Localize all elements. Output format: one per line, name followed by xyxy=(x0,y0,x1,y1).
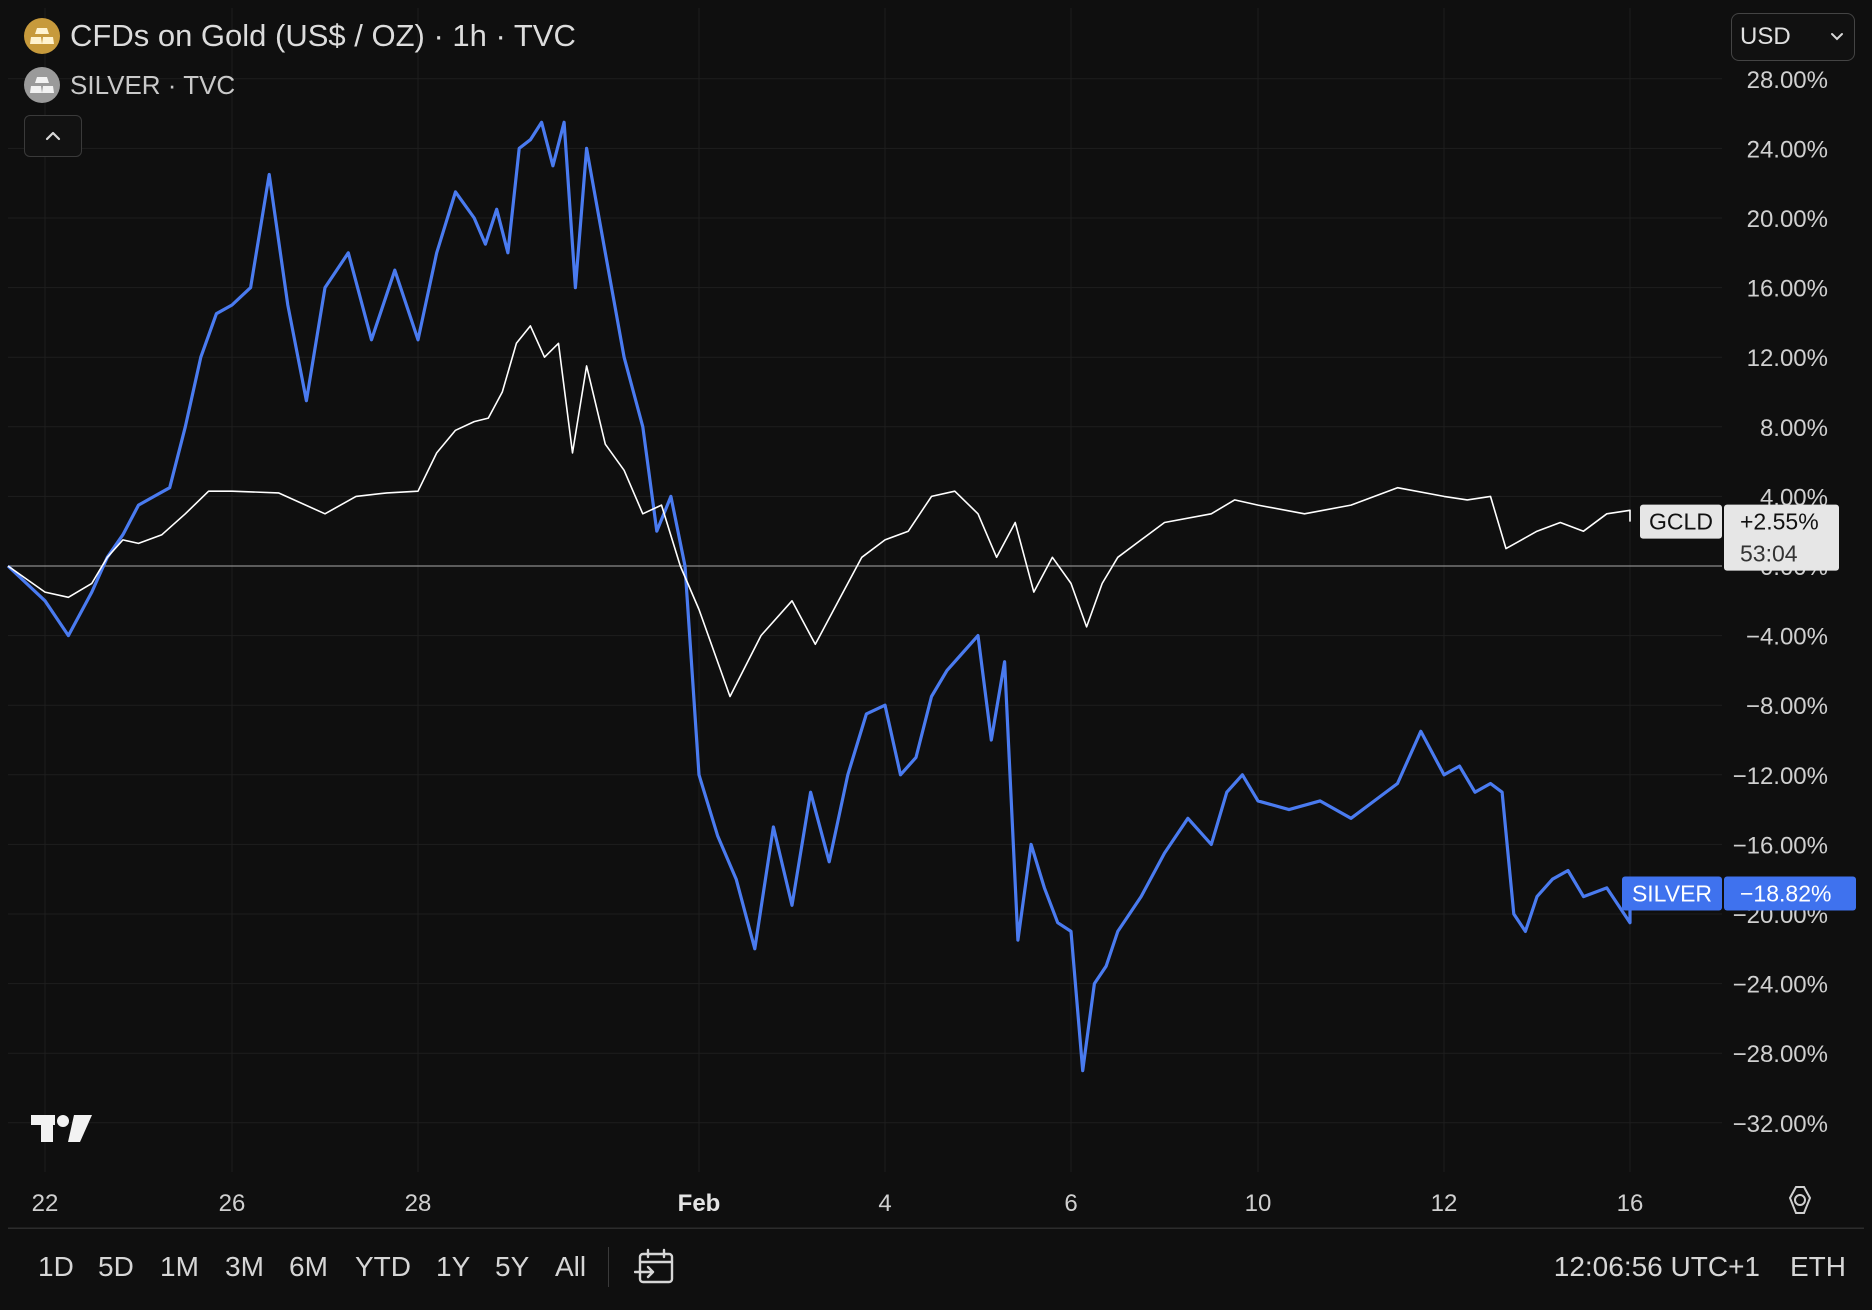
y-tick-label: −12.00% xyxy=(1733,763,1828,790)
range-ytd-button[interactable]: YTD xyxy=(355,1251,411,1282)
collapse-legend-button[interactable] xyxy=(24,115,82,157)
y-tick-label: 20.00% xyxy=(1747,206,1828,233)
x-tick-label: 10 xyxy=(1245,1190,1272,1217)
x-tick-label: 4 xyxy=(878,1190,891,1217)
y-tick-label: 16.00% xyxy=(1747,276,1828,303)
silver-series-line[interactable] xyxy=(6,120,1632,1073)
gear-icon[interactable] xyxy=(1788,1186,1812,1214)
chevron-down-icon xyxy=(1831,33,1843,41)
range-5d-button[interactable]: 5D xyxy=(98,1251,134,1282)
silver-value-tag: −18.82% xyxy=(1740,880,1831,906)
gcld-countdown: 53:04 xyxy=(1740,541,1798,567)
legend-gold[interactable]: CFDs on Gold (US$ / OZ) · 1h · TVC xyxy=(24,18,576,54)
range-1d-button[interactable]: 1D xyxy=(38,1251,74,1282)
gold-bars-icon xyxy=(24,18,60,54)
x-tick-label: Feb xyxy=(678,1190,721,1217)
silver-value-tag-bg xyxy=(1724,876,1856,911)
chevron-up-icon xyxy=(45,131,61,141)
y-tick-label: −24.00% xyxy=(1733,972,1828,999)
tradingview-logo[interactable] xyxy=(31,1115,92,1142)
main-symbol-label: CFDs on Gold (US$ / OZ) · 1h · TVC xyxy=(70,18,576,53)
x-tick-label: 22 xyxy=(32,1190,59,1217)
silver-name-tag: SILVER xyxy=(1632,880,1712,906)
range-all-button[interactable]: All xyxy=(555,1251,587,1282)
compare-symbol-label: SILVER · TVC xyxy=(70,69,236,100)
range-6m-button[interactable]: 6M xyxy=(289,1251,328,1282)
x-tick-label: 12 xyxy=(1431,1190,1458,1217)
x-tick-label: 28 xyxy=(405,1190,432,1217)
silver-name-tag-bg xyxy=(1622,876,1722,911)
legend-silver[interactable]: SILVER · TVC xyxy=(24,67,235,103)
range-5y-button[interactable]: 5Y xyxy=(495,1251,530,1282)
y-tick-label: −4.00% xyxy=(1746,624,1828,651)
y-tick-label: −28.00% xyxy=(1733,1041,1828,1068)
y-tick-label: 28.00% xyxy=(1747,67,1828,94)
y-tick-label: 8.00% xyxy=(1760,415,1828,442)
currency-value: USD xyxy=(1740,23,1791,50)
gcld-name-tag: GCLD xyxy=(1649,509,1713,535)
time-range-toolbar: 1D 5D 1M 3M 6M YTD 1Y 5Y All 12:06:56 UT… xyxy=(8,1228,1864,1305)
range-1m-button[interactable]: 1M xyxy=(160,1251,199,1282)
toolbar-divider xyxy=(608,1247,609,1287)
y-tick-label: 12.00% xyxy=(1747,345,1828,372)
gold-series-line[interactable] xyxy=(7,325,1631,698)
calendar-range-icon[interactable] xyxy=(634,1245,678,1289)
y-tick-label: −16.00% xyxy=(1733,832,1828,859)
x-tick-label: 26 xyxy=(219,1190,246,1217)
y-tick-label: 24.00% xyxy=(1747,136,1828,163)
y-tick-label: −32.00% xyxy=(1733,1111,1828,1138)
gcld-value-tag-bg xyxy=(1724,504,1839,571)
currency-select[interactable]: USD xyxy=(1731,13,1855,61)
silver-bars-icon xyxy=(24,67,60,103)
x-tick-label: 6 xyxy=(1064,1190,1077,1217)
range-1y-button[interactable]: 1Y xyxy=(436,1251,471,1282)
utc-clock[interactable]: 12:06:56 UTC+1 xyxy=(1553,1251,1760,1282)
y-tick-label: −8.00% xyxy=(1746,693,1828,720)
gcld-value-tag: +2.55% xyxy=(1740,509,1819,535)
session-toggle[interactable]: ETH xyxy=(1790,1251,1846,1282)
x-tick-label: 16 xyxy=(1617,1190,1644,1217)
range-3m-button[interactable]: 3M xyxy=(225,1251,264,1282)
gcld-name-tag-bg xyxy=(1640,504,1722,539)
